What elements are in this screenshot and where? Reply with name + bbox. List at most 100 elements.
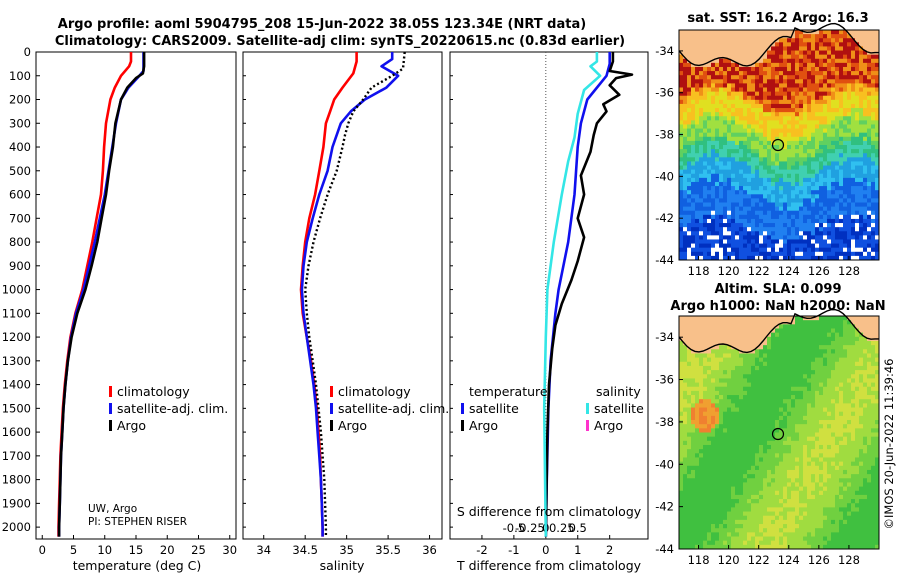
map-cell <box>787 247 792 253</box>
map-cell <box>871 66 876 72</box>
map-cell <box>791 202 796 208</box>
map-cell <box>683 465 688 471</box>
map-cell <box>799 186 804 191</box>
map-cell <box>727 243 732 249</box>
map-cell <box>683 544 688 550</box>
map-cell <box>727 494 732 500</box>
map-cell <box>787 108 792 113</box>
x-tick-label: 36 <box>422 543 437 557</box>
map-cell <box>759 332 764 338</box>
map-cell <box>683 328 688 334</box>
map-cell <box>711 457 716 463</box>
map-cell <box>847 198 852 203</box>
map-cell <box>679 116 684 121</box>
map-cell <box>727 132 732 138</box>
map-cell <box>747 30 752 35</box>
map-cell <box>815 440 820 446</box>
map-cell <box>819 390 824 396</box>
map-cell <box>803 536 808 542</box>
map-cell <box>791 349 796 354</box>
map-cell <box>687 145 692 150</box>
map-cell <box>683 507 688 513</box>
map-cell <box>739 210 744 216</box>
map-cell <box>831 34 836 39</box>
map-cell <box>783 524 788 529</box>
map-cell <box>691 231 696 236</box>
map-cell <box>795 157 800 162</box>
map-cell <box>875 235 880 240</box>
map-cell <box>807 490 812 496</box>
sla-map: Altim. SLA: 0.099 Argo h1000: NaN h2000:… <box>655 282 885 567</box>
map-cell <box>823 108 828 113</box>
map-cell <box>875 247 880 253</box>
map-cell <box>851 87 856 93</box>
map-cell <box>727 235 732 240</box>
map-cell <box>815 157 820 162</box>
map-cell <box>783 328 788 334</box>
map-cell <box>723 95 728 101</box>
map-cell <box>691 540 696 546</box>
map-cell <box>867 116 872 121</box>
map-cell <box>747 499 752 504</box>
map-cell <box>847 190 852 195</box>
map-cell <box>767 340 772 346</box>
map-cell <box>719 214 724 220</box>
map-cell <box>715 474 720 479</box>
map-cell <box>755 202 760 208</box>
map-cell <box>759 214 764 220</box>
map-cell <box>823 194 828 199</box>
map-cell <box>723 494 728 500</box>
map-cell <box>771 528 776 533</box>
map-cell <box>723 108 728 113</box>
map-cell <box>687 386 692 392</box>
map-cell <box>775 490 780 496</box>
map-cell <box>763 465 768 471</box>
map-cell <box>787 161 792 167</box>
map-cell <box>687 482 692 488</box>
map-cell <box>723 515 728 521</box>
map-cell <box>763 507 768 513</box>
map-cell <box>835 169 840 175</box>
map-cell <box>703 235 708 240</box>
map-cell <box>751 149 756 154</box>
map-cell <box>707 328 712 334</box>
map-cell <box>875 34 880 39</box>
map-cell <box>751 499 756 504</box>
map-cell <box>819 361 824 367</box>
map-cell <box>759 494 764 500</box>
map-cell <box>727 251 732 257</box>
map-cell <box>715 132 720 138</box>
map-cell <box>723 370 728 375</box>
map-cell <box>767 132 772 138</box>
map-cell <box>811 507 816 513</box>
map-cell <box>751 374 756 379</box>
map-cell <box>691 486 696 492</box>
map-cell <box>687 66 692 72</box>
map-cell <box>811 511 816 517</box>
map-cell <box>763 499 768 504</box>
map-cell <box>803 370 808 375</box>
map-cell <box>703 528 708 533</box>
map-cell <box>815 519 820 525</box>
map-cell <box>767 415 772 421</box>
map-cell <box>751 403 756 409</box>
map-cell <box>711 210 716 216</box>
map-cell <box>747 103 752 109</box>
map-cell <box>687 336 692 342</box>
map-cell <box>743 457 748 463</box>
map-cell <box>859 136 864 142</box>
map-cell <box>783 194 788 199</box>
map-cell <box>751 58 756 64</box>
map-cell <box>751 62 756 68</box>
map-cell <box>807 449 812 454</box>
map-cell <box>751 30 756 35</box>
map-cell <box>775 108 780 113</box>
map-cell <box>843 66 848 72</box>
map-cell <box>755 357 760 363</box>
map-cell <box>759 320 764 325</box>
map-cell <box>783 140 788 146</box>
map-cell <box>695 328 700 334</box>
map-cell <box>783 30 788 35</box>
map-cell <box>707 140 712 146</box>
map-cell <box>743 54 748 60</box>
